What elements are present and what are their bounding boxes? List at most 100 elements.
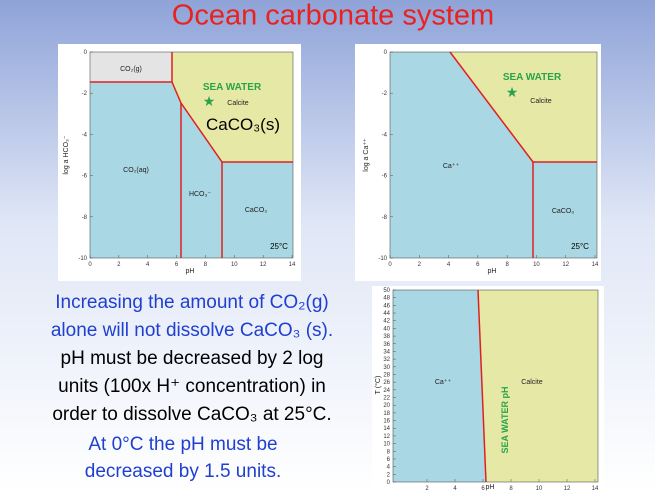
x-tick-label: 0 (388, 262, 392, 268)
text-line: Increasing the amount of CO₂(g) (55, 292, 329, 313)
boundary (477, 289, 487, 483)
x-tick-label: 4 (453, 486, 457, 491)
panel-2: SEA WATER ★ Calcite Ca⁺⁺ CaCO₃ 25°C pH l… (355, 44, 601, 281)
y-tick-label: -4 (82, 132, 88, 138)
region-label: CO₂(aq) (123, 167, 149, 174)
x-tick-label: 2 (425, 486, 429, 491)
x-tick-label: 8 (509, 486, 513, 491)
y-tick-label: 28 (383, 372, 390, 378)
x-tick-label: 12 (260, 262, 267, 268)
temperature: 25°C (270, 242, 288, 251)
x-axis-label: pH (186, 268, 195, 275)
y-tick-label: -10 (78, 256, 87, 262)
plot-frame (389, 51, 598, 259)
text-line: At 0°C the pH must be (88, 434, 277, 455)
region-label: CO₂(g) (120, 66, 142, 73)
star: ★ (506, 84, 519, 100)
y-tick-label: -8 (382, 215, 388, 221)
x-tick-label: 8 (204, 262, 208, 268)
x-tick-label: 2 (418, 262, 422, 268)
boundary (171, 81, 293, 163)
region-calcite (450, 52, 597, 162)
y-tick-label: -6 (382, 174, 388, 180)
y-tick-label: 14 (383, 426, 390, 432)
sea-water-label: SEA WATER pH (500, 387, 510, 454)
x-tick-label: 10 (533, 262, 540, 268)
plot-frame (392, 289, 599, 483)
region-label: Calcite (530, 98, 552, 105)
y-tick-label: 16 (383, 419, 390, 425)
text-line: order to dissolve CaCO₃ at 25°C. (52, 404, 331, 425)
x-tick-label: 6 (476, 262, 480, 268)
sea-water-label: SEA WATER (203, 82, 262, 93)
y-tick-label: 48 (383, 296, 390, 302)
x-tick-label: 4 (146, 262, 150, 268)
y-tick-label: 2 (387, 472, 391, 478)
x-axis-label: pH (488, 268, 497, 275)
y-tick-label: 20 (383, 403, 390, 409)
y-tick-label: -2 (382, 91, 388, 97)
x-tick-label: 0 (88, 262, 92, 268)
x-tick-label: 10 (231, 262, 238, 268)
body-text: Increasing the amount of CO₂(g) alone wi… (51, 292, 333, 482)
y-axis-label: T (°C) (374, 376, 382, 395)
y-tick-label: -4 (382, 132, 388, 138)
y-tick-label: 40 (383, 326, 390, 332)
text-line: decreased by 1.5 units. (85, 461, 281, 482)
region-calcite (172, 52, 293, 162)
y-tick-label: 26 (383, 380, 390, 386)
slide-title: Ocean carbonate system (172, 0, 494, 32)
x-tick-label: 6 (175, 262, 179, 268)
y-tick-label: 32 (383, 357, 390, 363)
region-calcite (478, 290, 598, 482)
x-tick-label: 12 (564, 486, 571, 491)
y-tick-label: 46 (383, 303, 390, 309)
y-axis-label: log a Ca⁺⁺ (363, 138, 370, 172)
region-label: Ca⁺⁺ (443, 163, 460, 170)
x-tick-label: 4 (447, 262, 451, 268)
y-tick-label: 36 (383, 342, 390, 348)
x-tick-label: 8 (505, 262, 509, 268)
x-tick-label: 2 (117, 262, 121, 268)
y-tick-label: 0 (384, 50, 388, 56)
y-tick-label: 18 (383, 411, 390, 417)
y-tick-label: 38 (383, 334, 390, 340)
x-axis-label: pH (486, 484, 495, 491)
x-tick-label: 6 (481, 486, 485, 491)
y-tick-label: 22 (383, 396, 390, 402)
y-tick-label: 8 (387, 449, 391, 455)
y-tick-label: 44 (383, 311, 390, 317)
y-tick-label: 24 (383, 388, 390, 394)
region-label: HCO₃⁻ (189, 191, 211, 198)
text-line: units (100x H⁺ concentration) in (58, 376, 326, 397)
y-tick-label: -10 (378, 256, 387, 262)
sea-water-label: SEA WATER (503, 72, 562, 83)
temperature: 25°C (571, 242, 589, 251)
star: ★ (203, 93, 216, 109)
text-line: pH must be decreased by 2 log (61, 348, 324, 369)
y-tick-label: 12 (383, 434, 390, 440)
x-tick-label: 12 (562, 262, 569, 268)
y-tick-label: 42 (383, 319, 390, 325)
y-tick-label: 0 (84, 50, 88, 56)
y-tick-label: -6 (82, 174, 88, 180)
x-tick-label: 14 (289, 262, 296, 268)
region-label: Ca⁺⁺ (435, 379, 452, 386)
y-tick-label: 30 (383, 365, 390, 371)
region-label: Calcite (227, 100, 249, 107)
y-tick-label: 6 (387, 457, 391, 463)
panel-1: CO₂(g) CO₂(aq) HCO₃⁻ CaCO₃ Calcite SEA W… (58, 44, 301, 281)
y-axis-label: log a HCO₃⁻ (63, 135, 70, 175)
panel-3: Ca⁺⁺ Calcite SEA WATER pH pH T (°C) (372, 286, 604, 491)
x-tick-label: 14 (592, 262, 599, 268)
region-label: CaCO₃ (552, 208, 574, 215)
region-label: Calcite (521, 379, 543, 386)
x-tick-label: 10 (536, 486, 543, 491)
y-tick-label: 50 (383, 288, 390, 294)
text-line: alone will not dissolve CaCO₃ (s). (51, 320, 333, 341)
y-tick-label: -2 (82, 91, 88, 97)
y-tick-label: 0 (387, 480, 391, 486)
y-tick-label: -8 (82, 215, 88, 221)
x-tick-label: 14 (592, 486, 599, 491)
